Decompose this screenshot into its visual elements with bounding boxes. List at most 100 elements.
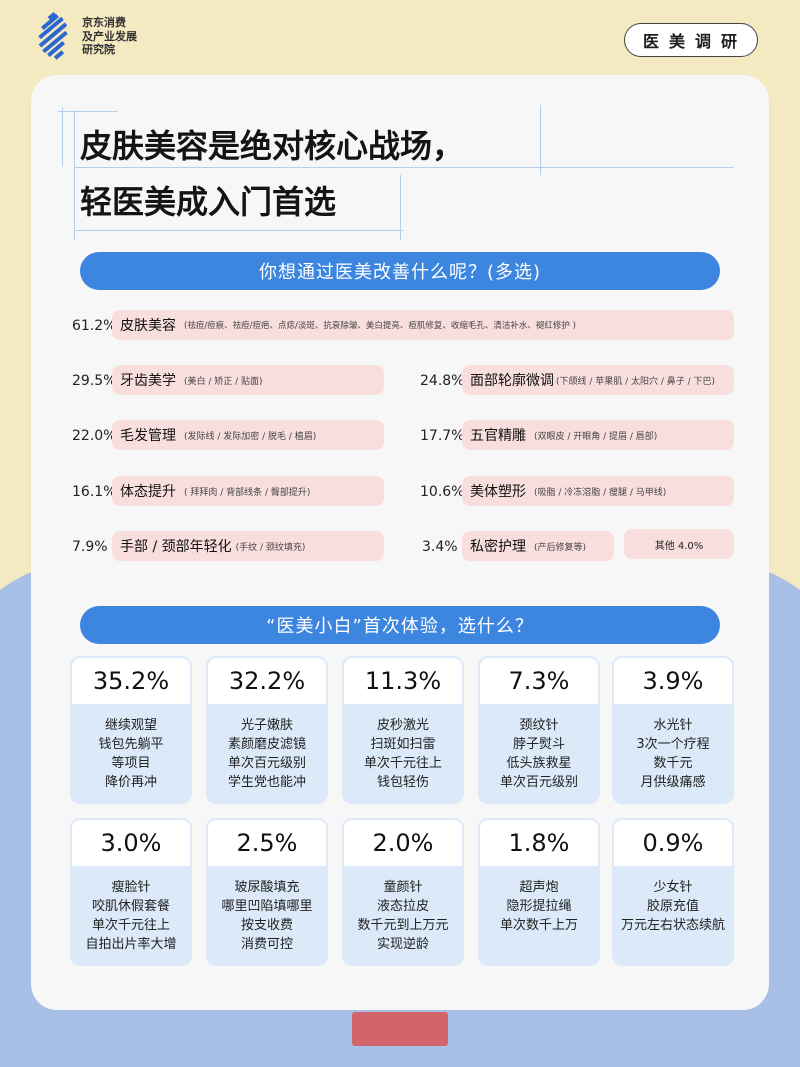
option-line: 数千元 (653, 756, 693, 771)
title-guide-line (74, 230, 404, 231)
item-pct: 3.4% (422, 539, 458, 555)
option-pct: 0.9% (612, 818, 734, 868)
list-item: 毛发管理 (发际线 / 发际加密 / 脱毛 / 植眉) (112, 420, 384, 450)
option-card: 1.8% 超声炮 隐形提拉绳 单次数千上万 (478, 818, 600, 966)
list-item: 私密护理 (产后修复等) (462, 531, 614, 561)
list-item: 面部轮廓微调 (下颌线 / 苹果肌 / 太阳穴 / 鼻子 / 下巴) (462, 365, 734, 395)
option-line: 按支收费 (240, 918, 293, 933)
option-line: 隐形提拉绳 (506, 899, 572, 914)
option-desc: 光子嫩肤 素颜磨皮滤镜 单次百元级别 学生党也能冲 (206, 706, 328, 792)
option-card: 0.9% 少女针 胶原充值 万元左右状态续航 (612, 818, 734, 966)
option-line: 液态拉皮 (376, 899, 429, 914)
option-desc: 玻尿酸填充 哪里凹陷填哪里 按支收费 消费可控 (206, 868, 328, 954)
item-detail: (产后修复等) (534, 542, 587, 553)
list-item: 美体塑形 (吸脂 / 冷冻溶脂 / 瘦腿 / 马甲线) (462, 476, 734, 506)
option-desc: 少女针 胶原充值 万元左右状态续航 (612, 868, 734, 935)
option-card: 35.2% 继续观望 钱包先躺平 等项目 降价再冲 (70, 656, 192, 804)
item-name: 面部轮廓微调 (470, 373, 554, 389)
title-guide-line (62, 107, 63, 167)
list-item: 五官精雕 (双眼皮 / 开眼角 / 提眉 / 唇部) (462, 420, 734, 450)
option-line: 胶原充值 (646, 899, 699, 914)
list-item: 体态提升 ( 拜拜肉 / 背部线条 / 臀部提升) (112, 476, 384, 506)
option-card: 32.2% 光子嫩肤 素颜磨皮滤镜 单次百元级别 学生党也能冲 (206, 656, 328, 804)
item-pct: 10.6% (420, 484, 465, 500)
option-card: 11.3% 皮秒激光 扫斑如扫雷 单次千元往上 钱包轻伤 (342, 656, 464, 804)
page-title-line1: 皮肤美容是绝对核心战场， (80, 127, 465, 165)
item-pct: 16.1% (72, 484, 117, 500)
item-detail: (祛痘/痘痕、祛痘/痘疤、点痣/淡斑、抗衰除皱、美白提亮、痘肌修复、收缩毛孔、清… (184, 321, 576, 331)
item-name: 手部 / 颈部年轻化 (120, 539, 232, 555)
item-detail: (下颌线 / 苹果肌 / 太阳穴 / 鼻子 / 下巴) (556, 376, 716, 387)
section1-heading: 你想通过医美改善什么呢？(多选) (80, 252, 720, 290)
institute-logo-icon (38, 12, 68, 60)
option-line: 学生党也能冲 (227, 775, 306, 790)
option-card: 2.5% 玻尿酸填充 哪里凹陷填哪里 按支收费 消费可控 (206, 818, 328, 966)
option-pct: 7.3% (478, 656, 600, 706)
option-line: 等项目 (111, 756, 151, 771)
option-line: 水光针 (653, 718, 693, 733)
institute-name-line2: 及产业发展 (82, 29, 137, 43)
item-detail: (双眼皮 / 开眼角 / 提眉 / 唇部) (534, 431, 658, 442)
option-line: 少女针 (653, 880, 693, 895)
item-detail: (吸脂 / 冷冻溶脂 / 瘦腿 / 马甲线) (534, 487, 667, 498)
option-line: 数千元到上万元 (357, 918, 449, 933)
option-card: 3.0% 瘦脸针 咬肌休假套餐 单次千元往上 自拍出片率大增 (70, 818, 192, 966)
option-line: 单次千元往上 (363, 756, 442, 771)
institute-name-line1: 京东消费 (82, 16, 126, 29)
item-name: 体态提升 (120, 484, 176, 500)
option-desc: 水光针 3次一个疗程 数千元 月供级痛感 (612, 706, 734, 792)
option-pct: 32.2% (206, 656, 328, 706)
option-line: 超声炮 (519, 880, 559, 895)
option-line: 素颜磨皮滤镜 (227, 737, 306, 752)
title-guide-line (58, 111, 118, 112)
option-desc: 超声炮 隐形提拉绳 单次数千上万 (478, 868, 600, 935)
option-line: 降价再冲 (104, 775, 157, 790)
option-pct: 2.5% (206, 818, 328, 868)
item-detail: (手纹 / 颈纹填充) (235, 542, 306, 553)
option-pct: 2.0% (342, 818, 464, 868)
option-line: 脖子熨斗 (512, 737, 565, 752)
option-line: 皮秒激光 (376, 718, 429, 733)
option-line: 实现逆龄 (376, 937, 429, 952)
option-line: 月供级痛感 (640, 775, 706, 790)
option-line: 颈纹针 (519, 718, 559, 733)
item-pct: 7.9% (72, 539, 108, 555)
item-name: 私密护理 (470, 539, 526, 555)
option-card: 2.0% 童颜针 液态拉皮 数千元到上万元 实现逆龄 (342, 818, 464, 966)
option-card: 7.3% 颈纹针 脖子熨斗 低头族救星 单次百元级别 (478, 656, 600, 804)
title-guide-line (540, 105, 541, 175)
option-desc: 童颜针 液态拉皮 数千元到上万元 实现逆龄 (342, 868, 464, 954)
item-pct: 29.5% (72, 373, 117, 389)
option-pct: 1.8% (478, 818, 600, 868)
section2-heading: “医美小白”首次体验，选什么？ (80, 606, 720, 644)
list-item: 手部 / 颈部年轻化 (手纹 / 颈纹填充) (112, 531, 384, 561)
title-guide-line (74, 167, 734, 168)
institute-name-line3: 研究院 (82, 43, 115, 56)
item-pct: 61.2% (72, 318, 117, 334)
list-item: 皮肤美容 (祛痘/痘痕、祛痘/痘疤、点痣/淡斑、抗衰除皱、美白提亮、痘肌修复、收… (112, 310, 734, 340)
item-detail: (美白 / 矫正 / 贴面) (184, 376, 263, 387)
option-line: 单次百元级别 (227, 756, 306, 771)
option-line: 万元左右状态续航 (620, 918, 725, 933)
option-desc: 颈纹针 脖子熨斗 低头族救星 单次百元级别 (478, 706, 600, 792)
item-detail: (发际线 / 发际加密 / 脱毛 / 植眉) (184, 431, 317, 442)
option-line: 单次百元级别 (499, 775, 578, 790)
institute-name: 京东消费 及产业发展 研究院 (82, 16, 172, 57)
title-guide-line (74, 110, 75, 240)
option-desc: 瘦脸针 咬肌休假套餐 单次千元往上 自拍出片率大增 (70, 868, 192, 954)
other-item: 其他 4.0% (624, 529, 734, 559)
title-guide-line (400, 175, 401, 240)
option-line: 玻尿酸填充 (234, 880, 300, 895)
option-line: 继续观望 (104, 718, 157, 733)
item-name: 五官精雕 (470, 428, 526, 444)
option-pct: 3.0% (70, 818, 192, 868)
option-pct: 35.2% (70, 656, 192, 706)
option-line: 钱包轻伤 (376, 775, 429, 790)
item-name: 皮肤美容 (120, 318, 176, 334)
option-line: 扫斑如扫雷 (370, 737, 436, 752)
option-card: 3.9% 水光针 3次一个疗程 数千元 月供级痛感 (612, 656, 734, 804)
item-pct: 22.0% (72, 428, 117, 444)
option-line: 钱包先躺平 (98, 737, 164, 752)
item-name: 牙齿美学 (120, 373, 176, 389)
option-line: 单次数千上万 (499, 918, 578, 933)
